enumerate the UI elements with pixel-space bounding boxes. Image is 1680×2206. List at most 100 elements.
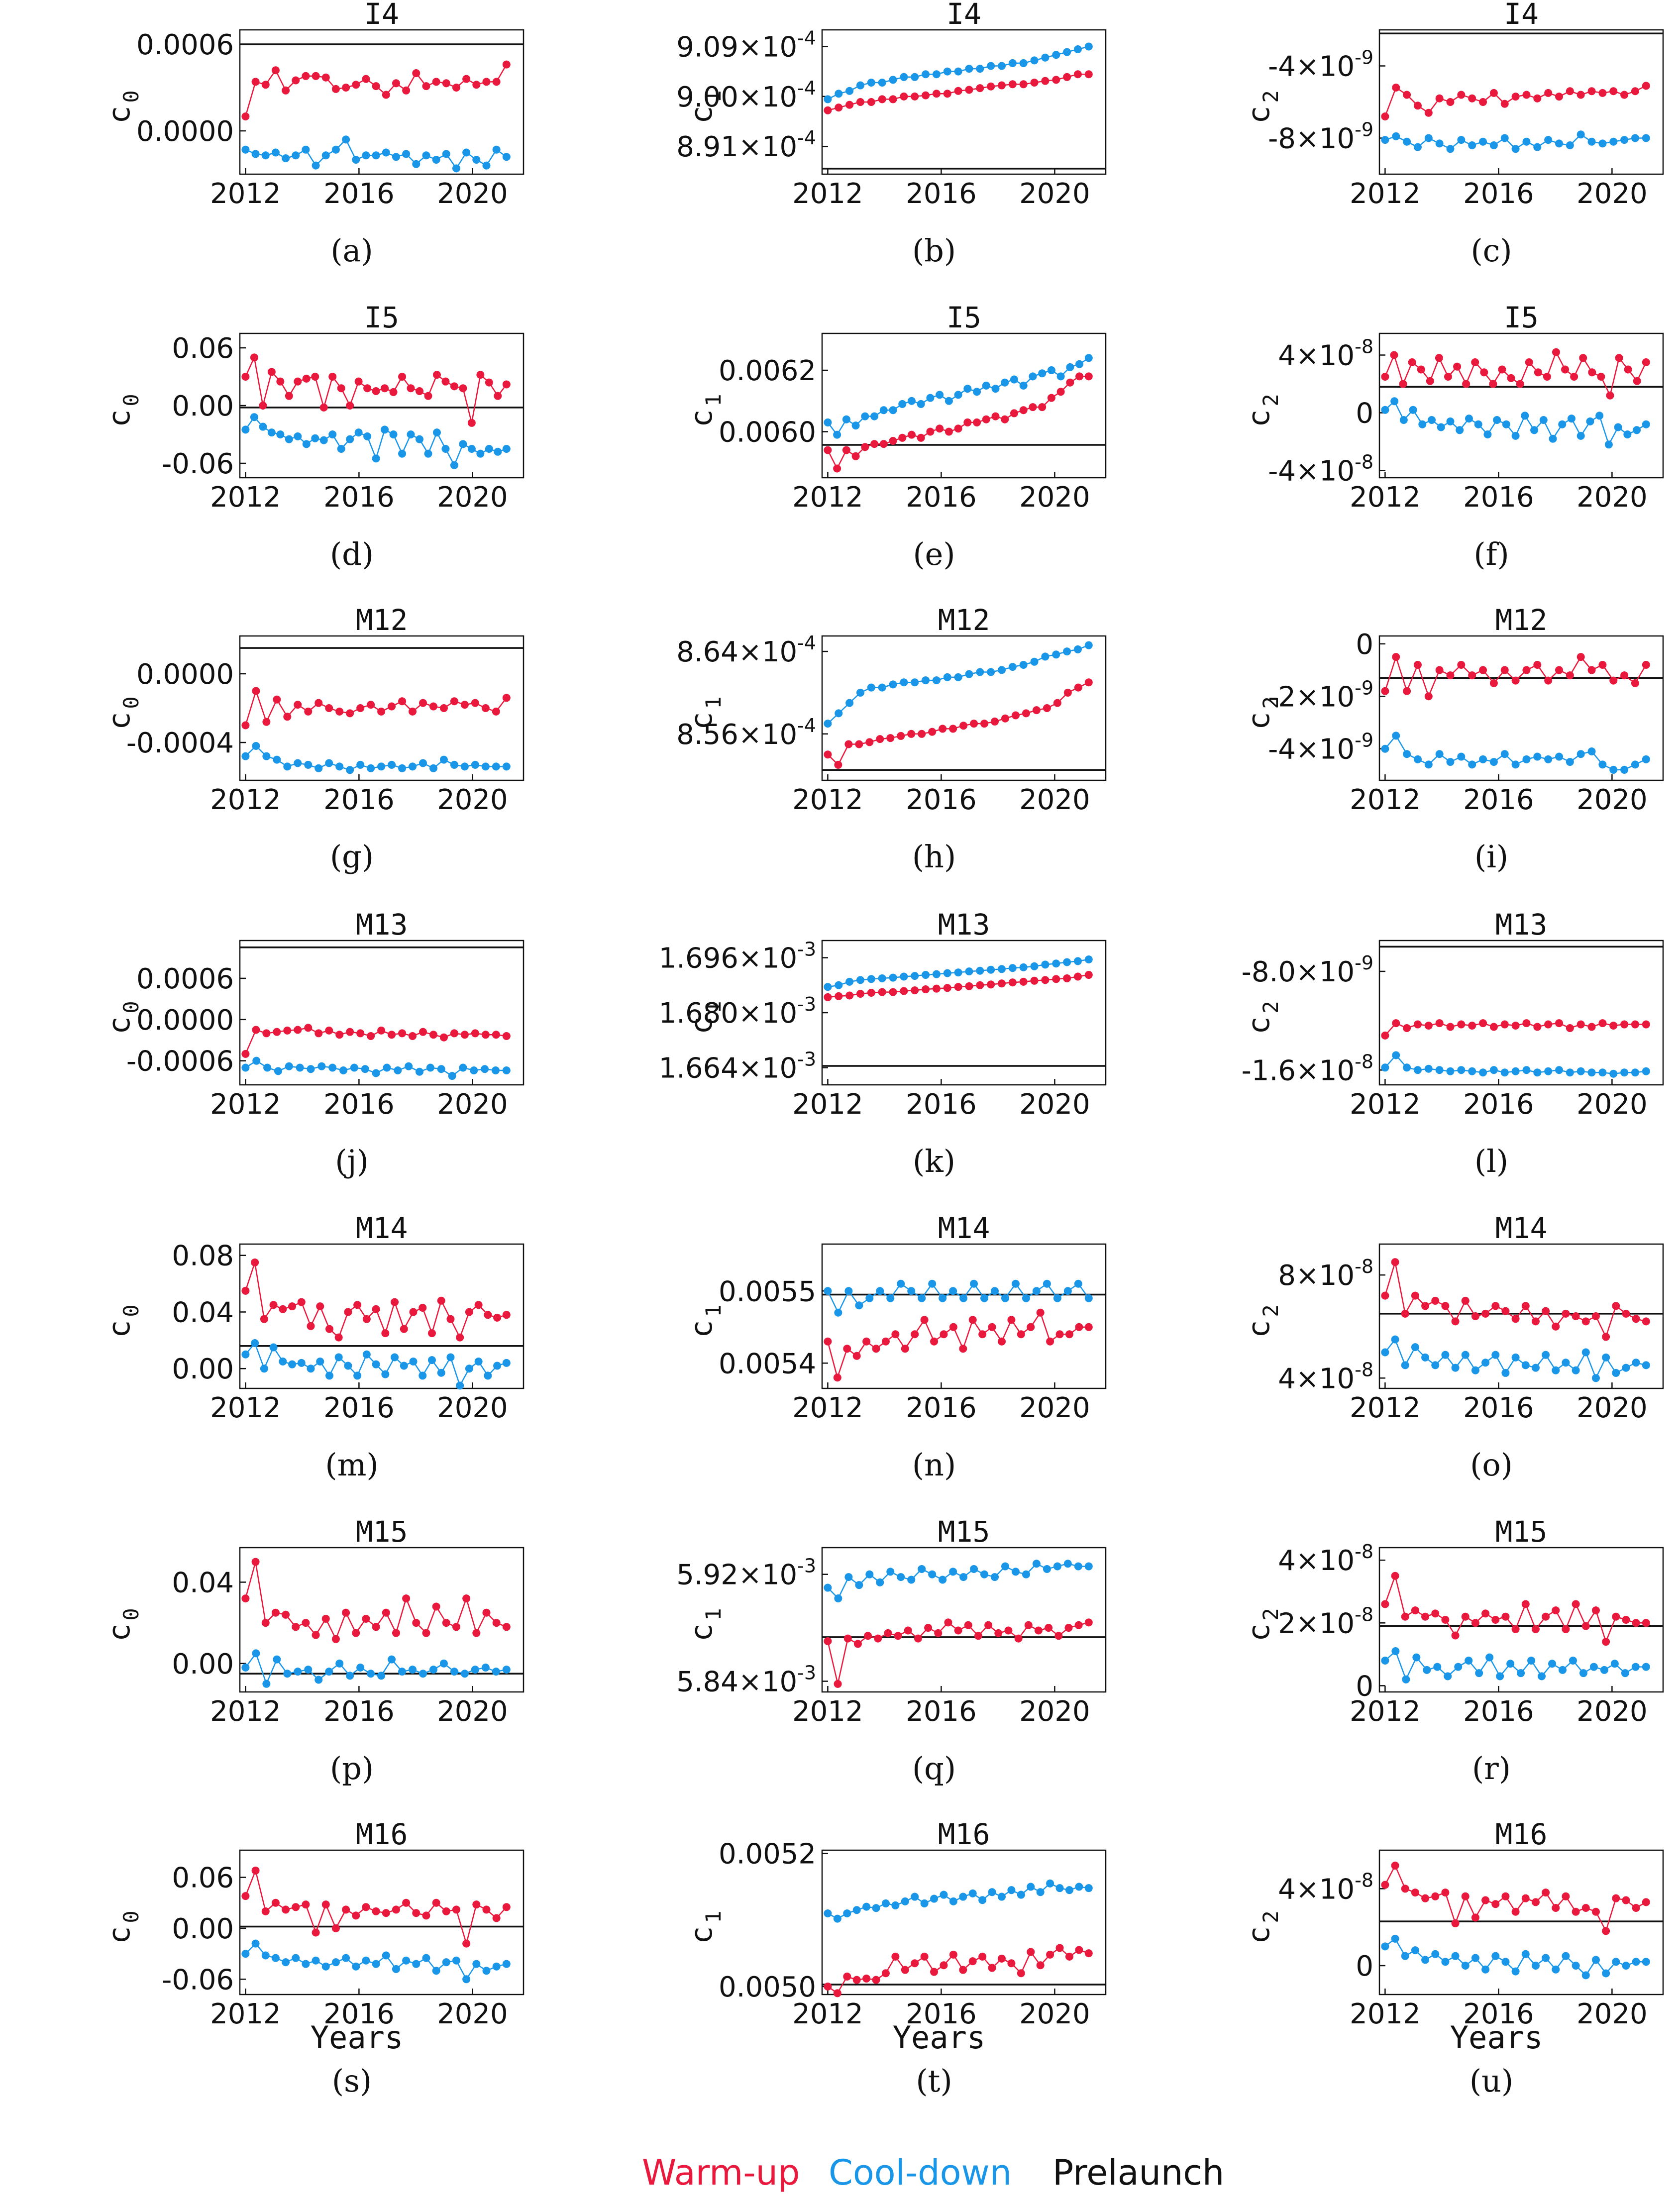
cool-down-point <box>279 1357 287 1366</box>
cool-down-point <box>973 388 981 396</box>
warm-up-point <box>897 732 905 740</box>
cool-down-point <box>422 151 430 160</box>
cool-down-point <box>824 1583 832 1592</box>
panel-title: M14 <box>1495 1211 1548 1245</box>
cool-down-point <box>1642 420 1650 428</box>
warm-up-point <box>1612 1894 1620 1902</box>
warm-up-point <box>315 699 323 707</box>
cool-down-point <box>441 445 450 453</box>
warm-up-point <box>1424 692 1433 701</box>
cool-down-point <box>292 151 300 160</box>
warm-up-point <box>1391 1258 1399 1266</box>
cool-down-point <box>325 1668 333 1676</box>
cool-down-point <box>1461 1962 1470 1970</box>
warm-up-point <box>422 82 430 91</box>
cool-down-point <box>870 412 879 420</box>
cool-down-point <box>412 1960 420 1968</box>
cool-down-point <box>502 762 511 771</box>
chart-panel-r: M15 c2 2012 2016 2020 4×10-8 2×10-8 0 (r) <box>1242 1515 1664 1786</box>
y-axis-label: c1 <box>684 696 726 730</box>
y-tick-label: 0.04 <box>172 1296 234 1329</box>
x-tick-label: 2012 <box>210 1695 281 1728</box>
cool-down-point <box>835 709 843 718</box>
warm-up-point <box>1525 358 1533 366</box>
cool-down-point <box>1041 960 1050 969</box>
cool-down-point <box>1502 420 1510 428</box>
warm-up-point <box>400 1325 408 1333</box>
warm-up-point <box>1027 1323 1035 1331</box>
warm-up-point <box>1075 1323 1083 1331</box>
cool-down-point <box>949 1287 957 1295</box>
cool-down-point <box>462 148 471 157</box>
warm-up-point <box>452 1905 460 1914</box>
warm-up-point <box>331 1635 340 1643</box>
warm-up-point <box>372 1907 380 1915</box>
cool-down-point <box>1598 760 1607 769</box>
warm-up-point <box>1435 666 1444 674</box>
chart-panel-m: M14 c0 2012 2016 2020 0.08 0.04 0.00 (m) <box>102 1211 525 1483</box>
cool-down-point <box>1517 1669 1525 1678</box>
cool-down-point <box>918 1294 926 1302</box>
cool-down-point <box>932 70 941 79</box>
cool-down-point <box>1576 431 1585 440</box>
cool-down-point <box>472 156 481 164</box>
cool-down-point <box>419 1670 427 1678</box>
x-tick-label: 2012 <box>1350 481 1421 514</box>
panel-title: M12 <box>938 603 990 637</box>
cool-down-point <box>922 70 930 79</box>
warm-up-point <box>1521 1302 1530 1310</box>
cool-down-point <box>1544 1067 1553 1075</box>
cool-down-point <box>865 1570 874 1578</box>
warm-up-point <box>262 1029 271 1038</box>
x-tick-label: 2016 <box>323 178 395 210</box>
cool-down-point <box>998 666 1006 674</box>
y-tick-label: -4×10-9 <box>1268 47 1373 83</box>
warm-up-point <box>241 112 250 120</box>
warm-up-point <box>1010 409 1018 418</box>
warm-up-point <box>1399 380 1407 388</box>
warm-up-point <box>1435 94 1444 103</box>
warm-up-point <box>965 982 973 990</box>
cool-down-point <box>1642 134 1650 142</box>
warm-up-point <box>450 697 458 706</box>
cool-down-point <box>419 759 427 767</box>
warm-up-point <box>302 374 311 383</box>
warm-up-point <box>1411 1291 1419 1300</box>
x-tick-label: 2016 <box>906 1088 977 1121</box>
cool-down-point <box>1576 1067 1585 1075</box>
cool-down-point <box>1631 1068 1639 1077</box>
cool-down-point <box>1036 1888 1045 1896</box>
warm-up-point <box>409 1308 418 1316</box>
warm-up-point <box>998 1954 1006 1963</box>
x-tick-label: 2016 <box>323 784 395 816</box>
cool-down-point <box>439 755 448 764</box>
cool-down-point <box>1479 137 1487 146</box>
y-tick-label: 0.0062 <box>719 355 816 387</box>
warm-up-point <box>502 1032 511 1040</box>
x-tick-label: 2012 <box>1350 784 1421 816</box>
cool-down-point <box>930 1894 939 1903</box>
cool-down-point <box>416 1067 423 1076</box>
cool-down-point <box>1501 1958 1510 1966</box>
panel-label: (u) <box>1470 2063 1513 2099</box>
cool-down-point <box>241 1663 250 1672</box>
warm-up-point <box>917 433 925 442</box>
cool-down-point <box>867 683 875 692</box>
panel-title: I4 <box>946 0 981 31</box>
warm-up-point <box>472 1900 481 1909</box>
y-axis-label: c0 <box>102 1304 143 1338</box>
warm-up-point <box>1008 978 1017 987</box>
warm-up-point <box>1391 1861 1399 1870</box>
warm-up-point <box>302 72 310 80</box>
warm-up-point <box>954 1626 962 1635</box>
warm-up-point <box>1084 1949 1093 1958</box>
y-axis-label: c1 <box>684 90 726 123</box>
cool-down-point <box>252 741 260 750</box>
cool-down-point <box>1046 1879 1054 1888</box>
warm-up-point <box>959 722 968 730</box>
warm-up-point <box>1022 709 1030 718</box>
warm-up-point <box>1471 358 1479 366</box>
cool-down-point <box>470 1066 478 1074</box>
panel-title: M15 <box>356 1515 408 1549</box>
cool-down-point <box>485 445 493 453</box>
